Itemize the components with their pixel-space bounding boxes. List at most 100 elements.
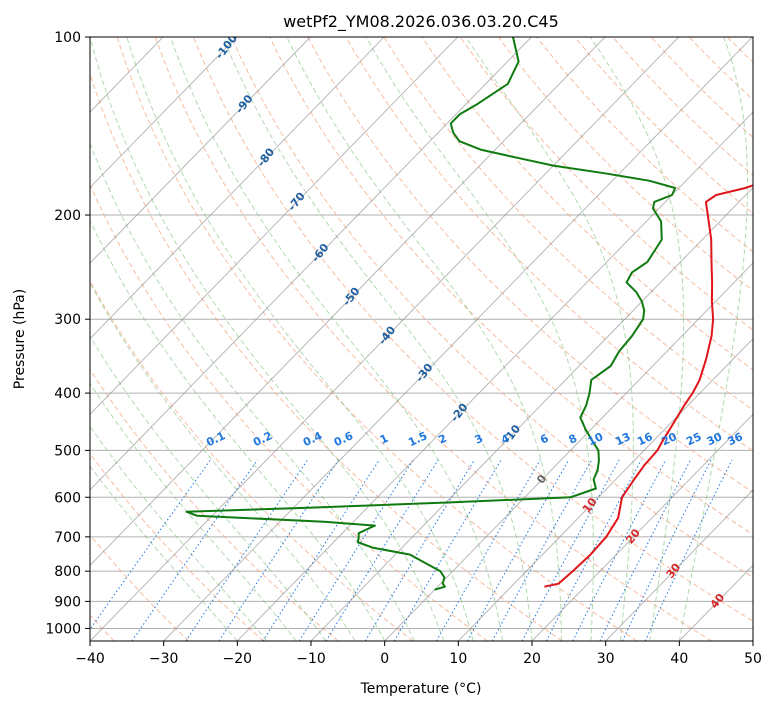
mixing-ratio-label: 1: [378, 432, 390, 447]
moist-adiabat: [465, 37, 634, 641]
moist-adiabat: [286, 37, 562, 641]
moist-adiabat: [90, 335, 327, 641]
moist-adiabat: [222, 37, 533, 641]
mixing-ratio-line: [262, 459, 380, 641]
mixing-ratio-line: [218, 459, 340, 641]
isotherm-line: [163, 37, 753, 641]
isotherm-line: [310, 186, 753, 641]
dry-adiabat: [421, 37, 753, 371]
dry-adiabat: [231, 37, 753, 578]
isotherm-line: [90, 37, 459, 416]
dry-adiabat: [90, 72, 563, 641]
moist-adiabat: [90, 219, 386, 641]
mixing-ratio-label: 8: [567, 432, 579, 447]
plot-frame: [89, 36, 754, 642]
moist-adiabat: [90, 465, 238, 641]
mixing-ratio-label: 13: [613, 430, 632, 448]
x-tick-label: 40: [670, 651, 688, 667]
isotherm-line: [90, 37, 385, 340]
mixing-ratio-label: 16: [635, 430, 655, 448]
y-tick-label: 300: [54, 312, 81, 328]
dry-adiabat: [90, 368, 339, 641]
dry-adiabat: [536, 37, 753, 253]
isotherm-line: [90, 37, 532, 491]
x-tick-label: 30: [597, 651, 615, 667]
isotherm-line: [605, 489, 753, 641]
x-tick-label: 0: [380, 651, 389, 667]
isotherm-line: [90, 37, 606, 567]
moist-adiabat: [90, 37, 445, 641]
mixing-ratio-line: [599, 459, 691, 641]
profile-line: [544, 184, 753, 588]
dry-adiabat: [688, 37, 753, 101]
dry-adiabat: [612, 37, 753, 176]
dry-adiabat: [154, 37, 712, 641]
isotherm-line: [752, 640, 753, 641]
dry-adiabat: [116, 37, 638, 641]
plot-area: 0.1 0.2 0.4 0.6 1 1.5 2 3 4 6 8 10 13 16 20 25 30 36-100-…: [90, 32, 775, 641]
profile-line: [185, 37, 677, 591]
dry-adiabat: [459, 37, 753, 331]
y-tick-label: 200: [54, 208, 81, 224]
moist-adiabat: [126, 37, 474, 641]
mixing-ratio-line: [90, 459, 211, 631]
mixing-ratio-label: 0.1: [204, 429, 227, 449]
x-tick-label: −40: [75, 651, 105, 667]
isotherm-label: -100: [213, 32, 240, 62]
mixing-ratio-line: [521, 459, 620, 641]
mixing-ratio-label: 0.4: [301, 429, 324, 449]
mixing-ratio-line: [298, 459, 414, 641]
isotherm-lines: [90, 37, 753, 641]
dry-adiabat: [90, 279, 414, 641]
mixing-ratio-label: 0.2: [251, 429, 274, 449]
mixing-ratio-line: [364, 459, 475, 641]
dry-adiabat: [192, 37, 753, 622]
dry-adiabat: [90, 452, 264, 641]
mixing-ratio-line: [572, 459, 667, 641]
mixing-ratio-label: 6: [538, 432, 551, 447]
grid-layer: [90, 37, 753, 629]
mixing-ratio-label: 25: [684, 430, 703, 448]
y-tick-label: 800: [54, 564, 81, 580]
mixing-ratio-label: 20: [660, 430, 680, 448]
isotherm-line: [90, 37, 238, 189]
mixing-ratio-line: [644, 459, 733, 641]
dry-adiabat: [90, 534, 190, 641]
y-tick-label: 700: [54, 530, 81, 546]
moist-adiabat: [365, 37, 594, 641]
isotherm-line: [90, 37, 311, 264]
x-tick-label: 50: [744, 651, 762, 667]
profile-series: [185, 37, 753, 591]
y-axis-label: Pressure (hPa): [12, 289, 28, 389]
chart-title: wetPf2_YM08.2026.036.03.20.C45: [283, 12, 559, 32]
y-tick-label: 500: [54, 443, 81, 459]
x-tick-label: 20: [523, 651, 541, 667]
dry-adiabat: [765, 37, 775, 641]
isotherm-line: [531, 413, 753, 641]
mixing-ratio-line: [621, 459, 712, 641]
isotherm-label: 20: [623, 526, 643, 546]
moist-adiabat: [90, 281, 356, 641]
y-axis-ticks: 100 200 300 400 500 600 700 800 900 1000: [45, 30, 90, 637]
dry-adiabat: [90, 183, 488, 641]
y-tick-label: 1000: [45, 621, 81, 637]
x-tick-label: −20: [223, 651, 253, 667]
mixing-ratio-line: [435, 459, 541, 641]
dry-adiabat: [383, 37, 753, 411]
moist-adiabat: [589, 37, 685, 641]
moist-adiabat: [90, 141, 415, 641]
mixing-ratio-label: 1.5: [406, 429, 429, 449]
isotherm-line: [457, 337, 753, 641]
isotherm-label: 40: [708, 591, 728, 611]
mixing-ratio-label: 36: [726, 430, 746, 448]
mixing-ratio-label: 30: [705, 430, 725, 448]
isotherm-label: 30: [664, 560, 684, 580]
isotherm-line: [236, 111, 753, 641]
mixing-ratio-line: [185, 459, 309, 641]
moist-adiabat: [170, 37, 503, 641]
y-tick-label: 100: [54, 30, 81, 46]
mixing-ratio-label: 2: [436, 432, 448, 447]
x-axis-ticks: −40 −30 −20 −10 0 10 20 30 40 50: [75, 641, 762, 667]
x-tick-label: −10: [296, 651, 326, 667]
mixing-ratio-label: 10: [586, 430, 606, 448]
